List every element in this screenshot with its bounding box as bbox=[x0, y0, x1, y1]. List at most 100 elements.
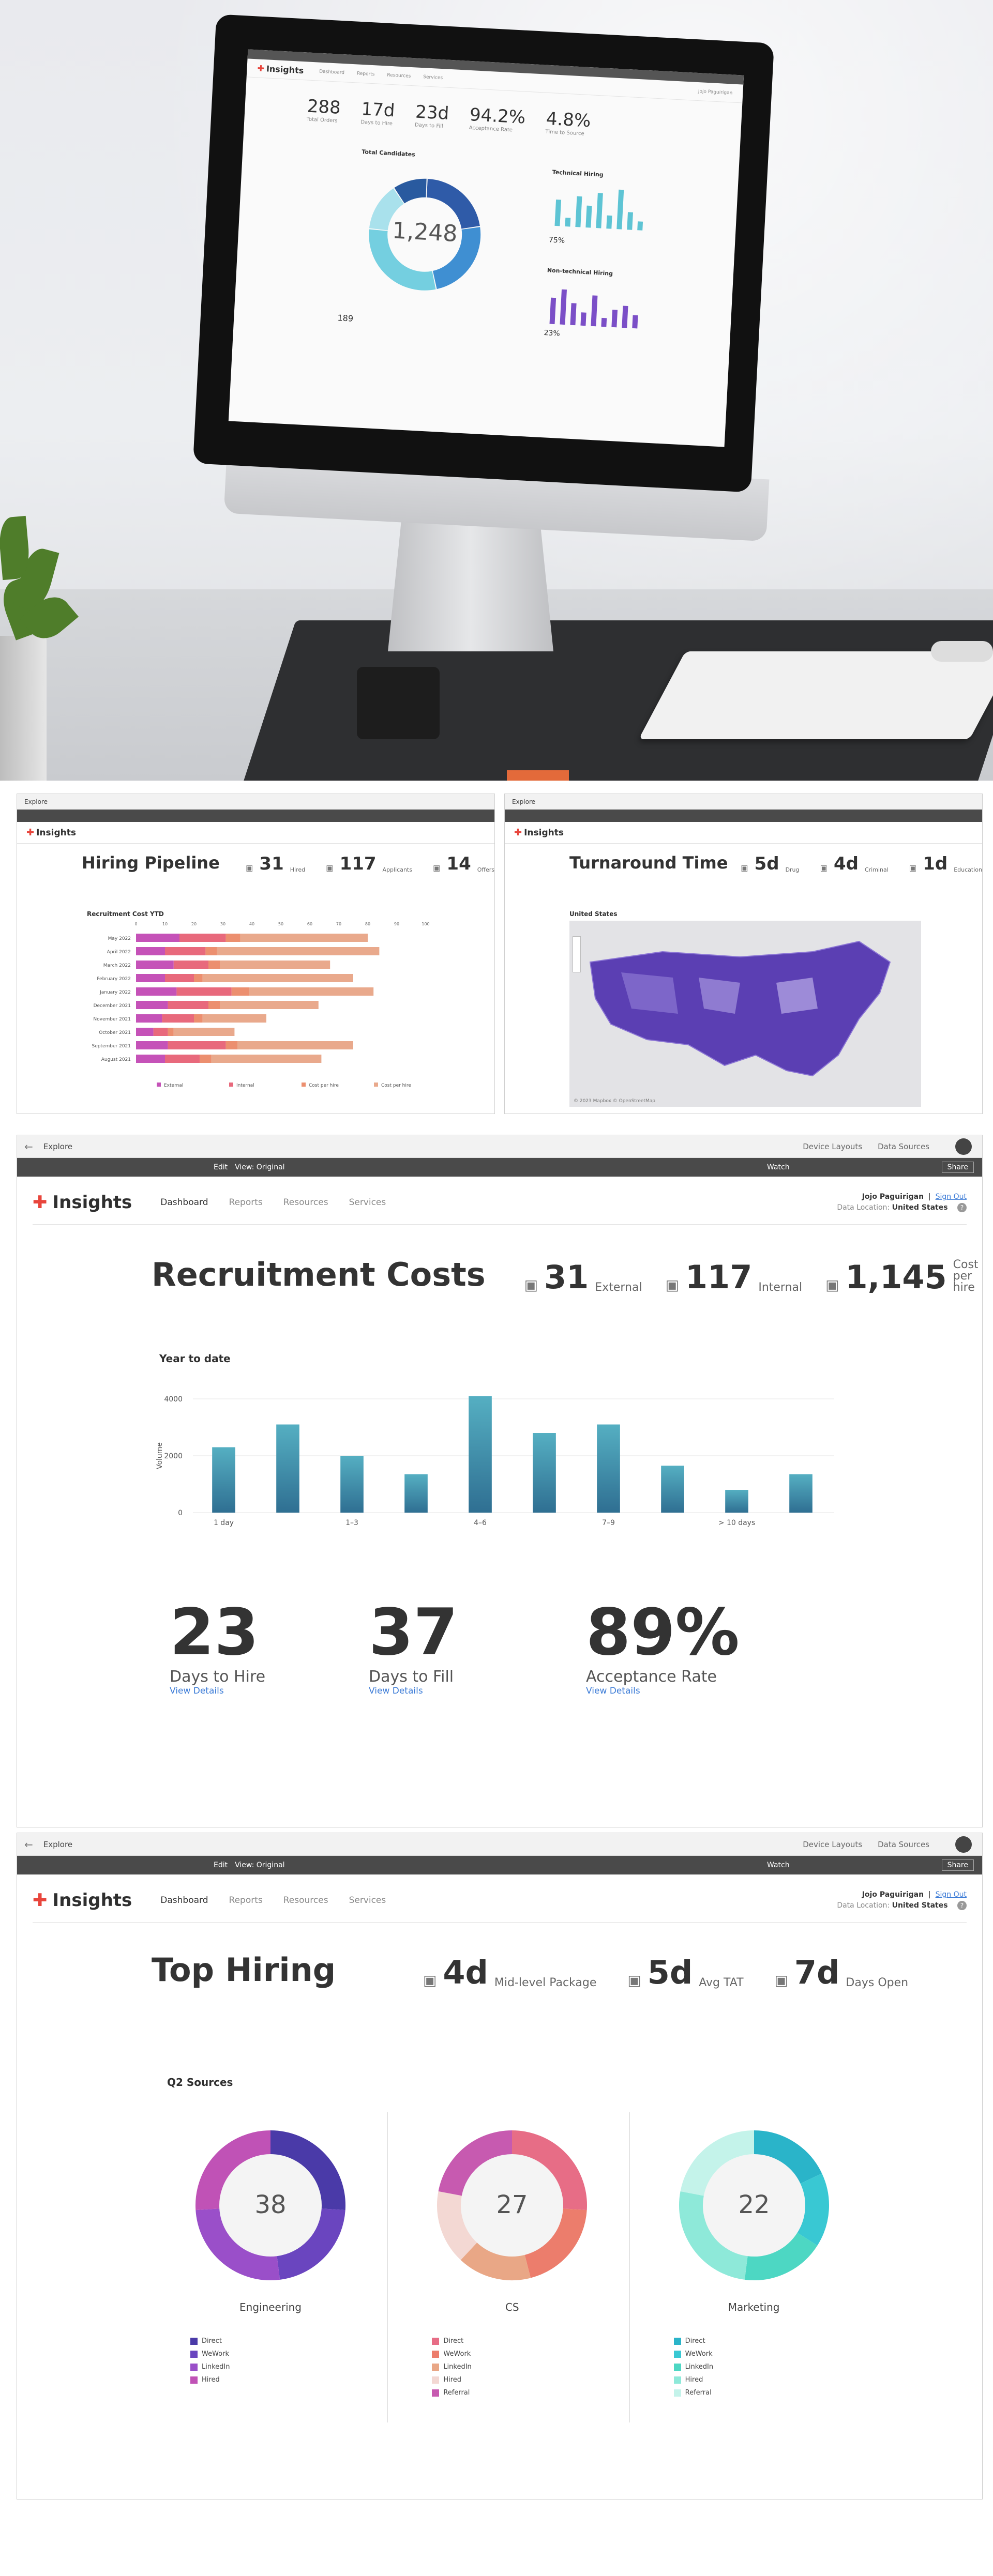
legend-item: LinkedIn bbox=[432, 2360, 472, 2373]
legend-item: Direct bbox=[190, 2335, 230, 2348]
screen-donut-center: 1,248 bbox=[392, 217, 458, 247]
browser-chrome: ← Explore Device Layouts Data Sources bbox=[17, 1833, 982, 1856]
share-button[interactable]: Share bbox=[941, 1162, 974, 1173]
location-label: Data Location: bbox=[837, 1203, 890, 1212]
map-zoom-controls[interactable] bbox=[573, 936, 581, 972]
donut-hole bbox=[460, 2154, 564, 2257]
legend-swatch bbox=[432, 2376, 440, 2384]
screen-nontech-chart bbox=[549, 289, 638, 329]
screen-stat-value: 94.2% bbox=[469, 104, 526, 128]
nav-dashboard[interactable]: Dashboard bbox=[160, 1197, 208, 1208]
notebook-corner bbox=[507, 770, 569, 781]
hbar-x-tick: 70 bbox=[336, 922, 341, 926]
hbar-segment bbox=[136, 1041, 168, 1049]
hbar-segment bbox=[173, 1028, 235, 1036]
hbar-x-tick: 30 bbox=[220, 922, 225, 926]
device-layouts-button[interactable]: Device Layouts bbox=[803, 1839, 863, 1849]
bar bbox=[340, 1456, 364, 1513]
screen-bar bbox=[606, 215, 612, 229]
hero-photo: ✚ Insights Dashboard Reports Resources S… bbox=[0, 0, 993, 781]
edit-button[interactable]: Edit bbox=[214, 1163, 228, 1171]
avatar[interactable] bbox=[955, 1138, 972, 1155]
kpi-icon: ▣ bbox=[432, 863, 441, 873]
back-arrow-icon[interactable]: ← bbox=[24, 1140, 33, 1153]
avatar[interactable] bbox=[955, 1836, 972, 1853]
screen-bar bbox=[549, 297, 556, 325]
hbar-category-label: February 2022 bbox=[97, 977, 131, 982]
explore-link[interactable]: Explore bbox=[43, 1839, 73, 1849]
kpi-value: 1d bbox=[923, 853, 948, 874]
us-map[interactable]: © 2023 Mapbox © OpenStreetMap bbox=[569, 921, 921, 1107]
donut-hole bbox=[702, 2154, 806, 2257]
nav-resources[interactable]: Resources bbox=[283, 1197, 328, 1208]
help-icon[interactable]: ? bbox=[957, 1203, 967, 1212]
column-divider bbox=[628, 2112, 630, 2422]
kpi-label: Applicants bbox=[382, 866, 412, 873]
kpi-icon: ▣ bbox=[909, 863, 917, 873]
explore-link[interactable]: Explore bbox=[24, 798, 48, 805]
back-arrow-icon[interactable]: ← bbox=[24, 1838, 33, 1851]
data-sources-button[interactable]: Data Sources bbox=[878, 1141, 929, 1151]
page-title: Turnaround Time bbox=[569, 853, 728, 873]
bar bbox=[212, 1447, 235, 1513]
screen-donut-chart: 1,248 bbox=[369, 178, 481, 291]
legend-item: Direct bbox=[673, 2335, 713, 2348]
screen-bar bbox=[580, 312, 586, 326]
kpi-value: 117 bbox=[339, 853, 377, 874]
legend-label: WeWork bbox=[685, 2350, 713, 2358]
hbar-segment bbox=[136, 1028, 154, 1036]
nav-services[interactable]: Services bbox=[349, 1197, 386, 1208]
screen-stat-value: 4.8% bbox=[545, 108, 592, 132]
watch-button[interactable]: Watch bbox=[767, 1163, 790, 1171]
hbar-segment bbox=[202, 974, 353, 982]
view-original-button[interactable]: View: Original bbox=[235, 1163, 285, 1171]
logo[interactable]: ✚ Insights bbox=[33, 1192, 132, 1213]
stat-block: 37 Days to Fill View Details bbox=[369, 1601, 586, 1696]
donut-slice bbox=[270, 2130, 345, 2211]
hbar-x-tick: 90 bbox=[394, 922, 399, 926]
legend-swatch bbox=[190, 2376, 198, 2384]
nav-reports[interactable]: Reports bbox=[229, 1895, 263, 1906]
view-details-link[interactable]: View Details bbox=[170, 1686, 224, 1696]
view-details-link[interactable]: View Details bbox=[586, 1686, 640, 1696]
help-icon[interactable]: ? bbox=[957, 1901, 967, 1910]
browser-chrome: ← Explore Device Layouts Data Sources bbox=[17, 1135, 982, 1158]
view-details-link[interactable]: View Details bbox=[369, 1686, 423, 1696]
legend-swatch bbox=[157, 1083, 161, 1087]
stat-label: Days to Hire bbox=[170, 1668, 266, 1686]
location-value: United States bbox=[892, 1203, 948, 1212]
bar bbox=[661, 1466, 684, 1513]
screen-bar bbox=[627, 212, 634, 230]
sign-out-link[interactable]: Sign Out bbox=[935, 1193, 967, 1201]
hbar-segment bbox=[220, 961, 330, 969]
stat-label: Days to Fill bbox=[369, 1668, 454, 1686]
legend-label: WeWork bbox=[443, 2350, 471, 2358]
legend-swatch bbox=[190, 2350, 198, 2358]
nav-reports[interactable]: Reports bbox=[229, 1197, 263, 1208]
location-label: Data Location: bbox=[837, 1901, 890, 1910]
device-layouts-button[interactable]: Device Layouts bbox=[803, 1141, 863, 1151]
stat-block: 89% Acceptance Rate View Details bbox=[586, 1601, 793, 1696]
view-original-button[interactable]: View: Original bbox=[235, 1861, 285, 1869]
legend-item: LinkedIn bbox=[673, 2360, 713, 2373]
edit-button[interactable]: Edit bbox=[214, 1861, 228, 1869]
data-sources-button[interactable]: Data Sources bbox=[878, 1839, 929, 1849]
screen-stat-label: Total Orders bbox=[306, 116, 338, 124]
donut-title: Marketing bbox=[728, 2301, 780, 2313]
hbar-segment bbox=[136, 934, 179, 942]
editor-toolbar bbox=[505, 810, 982, 822]
hbar-category-label: August 2021 bbox=[101, 1057, 131, 1062]
share-button[interactable]: Share bbox=[941, 1859, 974, 1871]
kpi: ▣ 14 Offers bbox=[433, 855, 494, 873]
explore-link[interactable]: Explore bbox=[43, 1141, 73, 1151]
logo[interactable]: ✚ Insights bbox=[33, 1890, 132, 1911]
nav-services[interactable]: Services bbox=[349, 1895, 386, 1906]
donut-title: Engineering bbox=[239, 2301, 302, 2313]
legend-label: WeWork bbox=[202, 2350, 230, 2358]
legend-item: Referral bbox=[673, 2386, 713, 2399]
nav-dashboard[interactable]: Dashboard bbox=[160, 1895, 208, 1906]
explore-link[interactable]: Explore bbox=[512, 798, 536, 805]
nav-resources[interactable]: Resources bbox=[283, 1895, 328, 1906]
watch-button[interactable]: Watch bbox=[767, 1861, 790, 1869]
sign-out-link[interactable]: Sign Out bbox=[935, 1891, 967, 1899]
